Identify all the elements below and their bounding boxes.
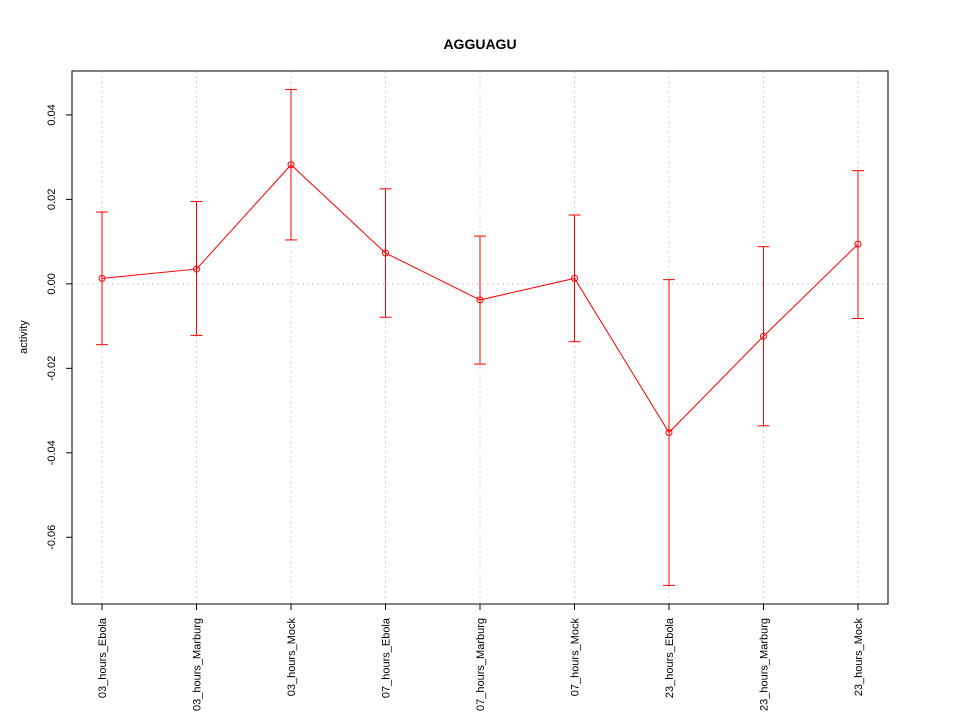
x-tick-label: 23_hours_Mock <box>853 618 865 697</box>
x-tick-label: 23_hours_Ebola <box>664 617 676 698</box>
data-point <box>665 429 673 437</box>
y-tick-label: 0.02 <box>46 189 58 210</box>
x-tick-label: 07_hours_Ebola <box>381 617 393 698</box>
y-tick-label: -0.04 <box>46 440 58 465</box>
data-point <box>98 274 106 282</box>
data-point <box>382 249 389 257</box>
y-tick-label: 0.04 <box>46 104 58 125</box>
data-point <box>287 161 295 169</box>
x-tick-label: 03_hours_Marburg <box>192 618 204 711</box>
data-point <box>854 240 862 248</box>
data-point <box>193 265 200 273</box>
plot-frame <box>71 70 889 605</box>
x-tick-label: 03_hours_Ebola <box>97 617 109 698</box>
data-point <box>571 274 578 282</box>
data-point <box>760 332 767 340</box>
y-axis-label: activity <box>18 320 30 354</box>
x-tick-label: 03_hours_Mock <box>286 618 298 697</box>
y-tick-label: -0.06 <box>46 525 58 550</box>
data-point <box>476 296 484 304</box>
axes: -0.06 -0.04 -0.02 0.00 0.02 0.04 03_hours_Ebol… <box>46 104 865 711</box>
y-tick-label: 0.00 <box>46 273 58 294</box>
chart-title: AGGUAGU <box>443 36 516 52</box>
y-tick-label: -0.02 <box>46 356 58 381</box>
x-tick-label: 23_hours_Marburg <box>759 618 771 711</box>
series <box>96 89 864 586</box>
x-tick-label: 07_hours_Mock <box>570 618 582 697</box>
x-tick-label: 07_hours_Marburg <box>475 618 487 711</box>
series-line <box>101 164 859 434</box>
